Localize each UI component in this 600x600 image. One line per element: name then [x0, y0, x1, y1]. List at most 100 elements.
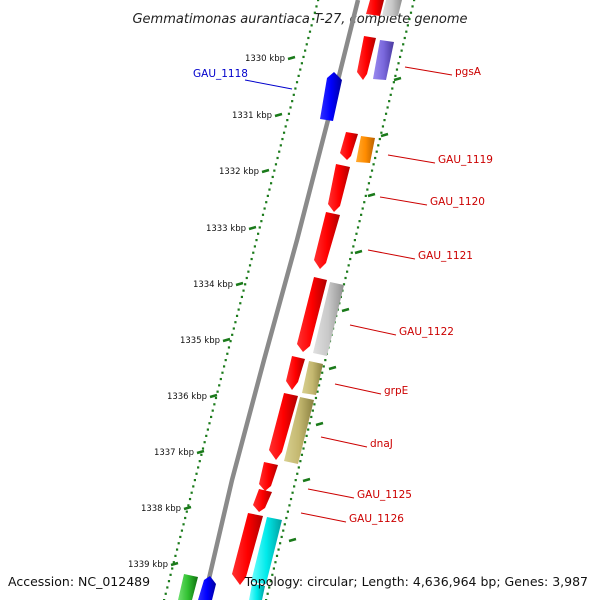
right-track-dot: [300, 453, 304, 456]
right-track-dot: [319, 377, 322, 381]
right-track-dot: [413, 0, 416, 2]
left-track-dot: [266, 194, 269, 197]
gene-label-GAU_1120[interactable]: GAU_1120: [430, 196, 485, 208]
left-track-dot: [197, 466, 200, 469]
gene-label-dnaJ[interactable]: dnaJ: [370, 438, 393, 450]
right-track-dot: [314, 396, 318, 400]
left-track-dot: [268, 188, 271, 191]
left-track-dot: [214, 396, 218, 400]
left-track-dot: [172, 561, 175, 564]
gene-label-connector: [300, 512, 347, 523]
tick-mark-right: [393, 76, 402, 82]
right-track-dot: [364, 194, 367, 197]
right-track-dot: [302, 447, 305, 450]
right-track-dot: [307, 428, 310, 431]
tick-mark-right: [380, 132, 389, 138]
tick-mark: [261, 168, 270, 174]
right-track-dot: [380, 131, 383, 134]
right-track-dot: [289, 497, 293, 501]
tick-mark-right: [328, 365, 337, 371]
left-track-dot: [167, 580, 171, 583]
right-track-dot: [344, 276, 347, 280]
right-track-dot: [378, 137, 381, 141]
gene-feature-GAU_1122[interactable]: [313, 282, 344, 356]
left-track-dot: [216, 390, 219, 393]
left-track-dot: [184, 516, 187, 520]
gene-label-GAU_1126[interactable]: GAU_1126: [349, 513, 404, 525]
gene-feature-GAU_1118[interactable]: [320, 72, 342, 121]
tick-mark-right: [367, 192, 376, 198]
gene-feature-bottom-cyan[interactable]: [249, 584, 265, 600]
gene-feature-GAU_1119-left[interactable]: [340, 132, 358, 160]
gene-feature-GAU_1121[interactable]: [314, 212, 340, 269]
gene-label-grpE[interactable]: grpE: [384, 385, 408, 397]
gene-label-GAU_1118[interactable]: GAU_1118: [193, 68, 248, 80]
gene-feature-bottom-green[interactable]: [178, 574, 198, 600]
right-track-dot: [305, 434, 308, 437]
gene-label-GAU_1119[interactable]: GAU_1119: [438, 154, 493, 166]
left-track-dot: [292, 93, 295, 96]
left-tick-track: [163, 0, 320, 600]
right-track-dot: [383, 119, 386, 122]
gene-feature-GAU_1120[interactable]: [328, 164, 350, 212]
tick-label: 1333 kbp: [206, 224, 246, 234]
left-track-dot: [229, 340, 232, 343]
left-track-dot: [190, 491, 193, 494]
left-track-dot: [286, 119, 289, 122]
left-track-dot: [269, 182, 273, 185]
gene-feature-grpE-left[interactable]: [286, 356, 305, 390]
gene-label-GAU_1121[interactable]: GAU_1121: [418, 250, 473, 262]
gene-feature-GAU_1119[interactable]: [356, 136, 375, 163]
gene-feature-pgsA-left[interactable]: [357, 36, 376, 80]
left-track-dot: [265, 201, 268, 204]
gene-feature-dnaJ-left[interactable]: [269, 393, 298, 460]
right-track-dot: [324, 359, 327, 362]
gene-label-connector: [349, 324, 397, 336]
right-track-dot: [402, 43, 405, 46]
tick-label: 1339 kbp: [128, 560, 168, 570]
left-track-dot: [312, 17, 315, 21]
right-track-dot: [283, 523, 286, 526]
left-track-dot: [282, 131, 286, 134]
left-track-dot: [297, 74, 300, 77]
right-track-dot: [389, 93, 392, 96]
tick-mark-right: [341, 307, 350, 313]
left-track-dot: [200, 453, 203, 456]
gene-feature-GAU_1125[interactable]: [253, 489, 272, 512]
gene-feature-bottom-blue[interactable]: [198, 576, 216, 600]
gene-feature-dnaJ[interactable]: [284, 397, 314, 464]
left-track-dot: [307, 36, 310, 40]
left-track-dot: [213, 403, 216, 406]
gene-label-pgsA[interactable]: pgsA: [455, 66, 482, 78]
left-track-dot: [263, 207, 266, 210]
left-track-dot: [193, 479, 196, 482]
gene-label-connector: [387, 154, 436, 164]
gene-feature-GAU_1125-left[interactable]: [259, 462, 278, 491]
gene-label-connector: [320, 436, 368, 448]
left-track-dot: [257, 232, 260, 235]
gene-feature-top-red[interactable]: [366, 0, 384, 16]
gene-label-GAU_1122[interactable]: GAU_1122: [399, 326, 454, 338]
gene-feature-grpE[interactable]: [302, 361, 323, 395]
gene-feature-GAU_1122-left[interactable]: [297, 277, 327, 352]
left-track-dot: [239, 302, 242, 305]
tick-label: 1332 kbp: [219, 167, 259, 177]
right-track-dot: [411, 5, 414, 8]
gene-feature-GAU_1126-left[interactable]: [232, 513, 263, 585]
gene-feature-GAU_1126[interactable]: [251, 517, 282, 584]
right-track-dot: [271, 573, 274, 576]
left-track-dot: [232, 327, 235, 330]
gene-feature-pgsA[interactable]: [373, 40, 394, 80]
gene-label-connector: [244, 79, 293, 90]
left-track-dot: [255, 239, 258, 242]
left-track-dot: [242, 289, 245, 292]
right-track-dot: [347, 264, 350, 267]
gene-feature-top-gray[interactable]: [382, 0, 402, 16]
gene-label-GAU_1125[interactable]: GAU_1125: [357, 489, 412, 501]
left-track-dot: [235, 314, 239, 317]
left-track-dot: [308, 30, 312, 33]
left-track-dot: [192, 485, 195, 488]
gene-label-connector: [367, 249, 416, 260]
right-track-dot: [374, 156, 377, 160]
right-track-dot: [272, 567, 275, 570]
